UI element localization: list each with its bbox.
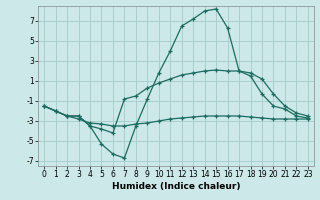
X-axis label: Humidex (Indice chaleur): Humidex (Indice chaleur) — [112, 182, 240, 191]
